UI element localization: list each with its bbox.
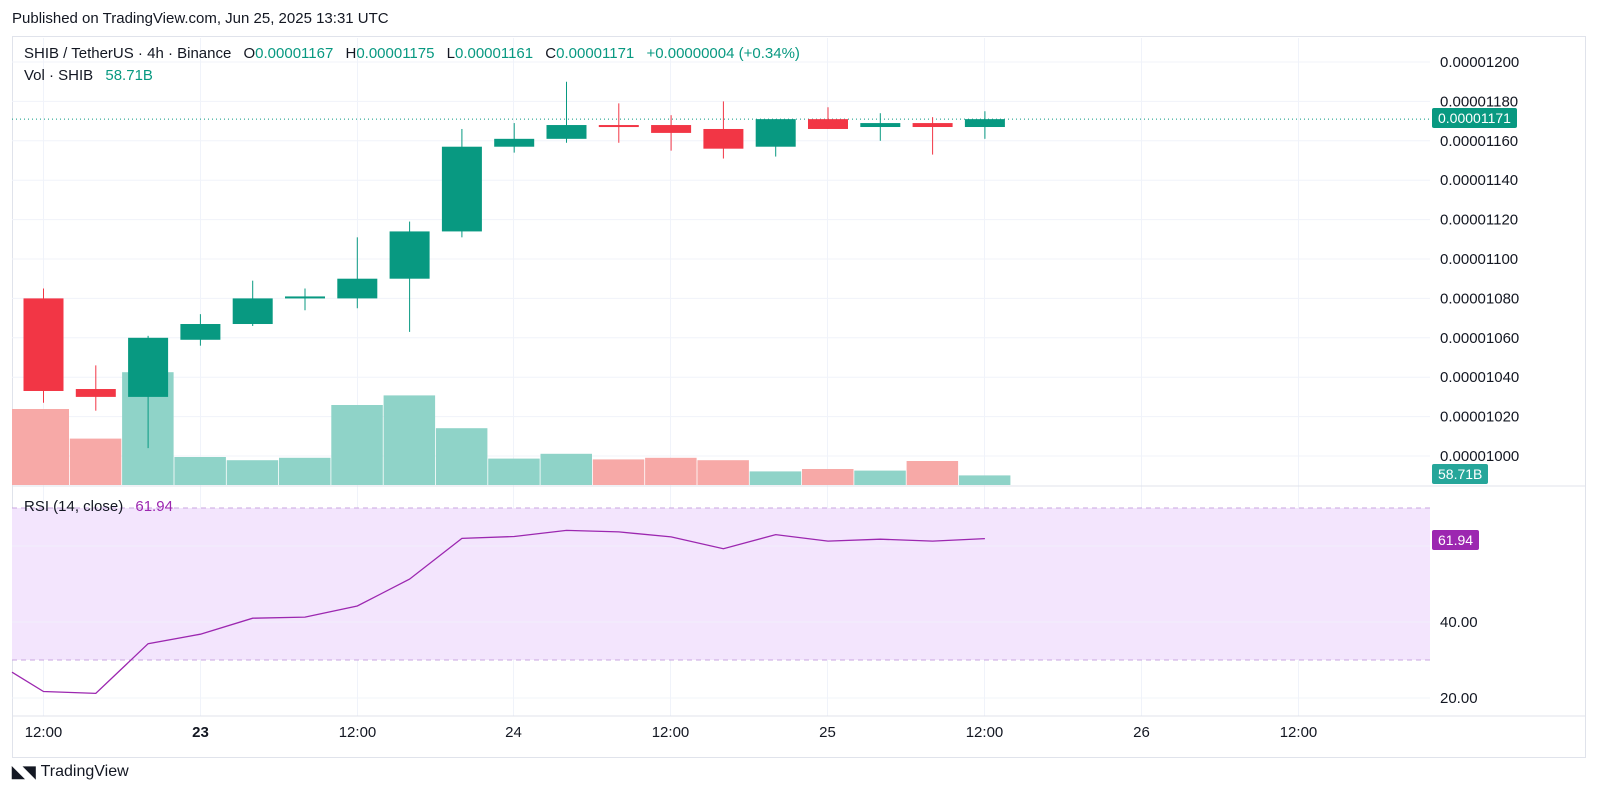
volume-bar	[331, 405, 383, 485]
high-value: 0.00001175	[356, 45, 435, 62]
price-axis-tick: 0.00001080	[1440, 290, 1519, 307]
volume-bar	[854, 470, 906, 485]
rsi-label[interactable]: RSI (14, close)	[24, 498, 124, 515]
candle-body	[651, 125, 692, 133]
candle-body	[285, 296, 325, 299]
time-axis-tick: 12:00	[339, 724, 377, 741]
price-legend: SHIB / TetherUS · 4h · Binance O0.000011…	[24, 45, 800, 62]
last-price-tag: 0.00001171	[1432, 108, 1517, 128]
price-axis-tick: 0.00001160	[1440, 133, 1518, 150]
brand-name: TradingView	[40, 763, 129, 780]
candle-body	[546, 125, 587, 139]
price-axis-tick: 0.00001020	[1440, 409, 1519, 426]
rsi-value: 61.94	[135, 498, 173, 515]
time-axis-tick: 12:00	[966, 724, 1004, 741]
price-axis-tick: 0.00001180	[1440, 93, 1518, 110]
volume-bar	[749, 471, 802, 485]
chart-frame[interactable]	[12, 36, 1586, 758]
price-axis-tick: 0.00001000	[1440, 448, 1519, 465]
candle-body	[389, 231, 430, 279]
volume-label[interactable]: Vol · SHIB	[24, 67, 94, 84]
volume-legend: Vol · SHIB 58.71B	[24, 67, 153, 84]
candle-body	[912, 123, 953, 128]
volume-bar	[802, 469, 854, 485]
volume-tag: 58.71B	[1432, 464, 1489, 484]
candle-body	[703, 128, 744, 149]
price-axis-tick: 0.00001140	[1440, 172, 1518, 189]
volume-bar	[226, 460, 279, 485]
time-axis-tick: 25	[819, 724, 836, 741]
open-value: 0.00001167	[255, 45, 334, 62]
low-label: L	[446, 45, 455, 62]
candle-body	[180, 324, 221, 340]
high-label: H	[345, 45, 357, 62]
candle-body	[860, 123, 901, 128]
volume-bar	[592, 459, 645, 485]
price-axis-tick: 0.00001120	[1440, 212, 1518, 229]
volume-bar	[435, 428, 488, 485]
volume-bar	[540, 453, 592, 485]
volume-bar	[69, 438, 122, 485]
price-axis-tick: 0.00001060	[1440, 330, 1519, 347]
candle-body	[598, 125, 639, 128]
rsi-legend: RSI (14, close) 61.94	[24, 498, 173, 515]
candle-body	[337, 278, 378, 299]
volume-bar	[906, 461, 959, 485]
time-axis-tick: 23	[192, 724, 209, 741]
tradingview-brand[interactable]: ◣◥ TradingView	[12, 762, 129, 782]
rsi-axis-tick: 20.00	[1440, 690, 1478, 707]
low-value: 0.00001161	[454, 45, 534, 62]
close-value: 0.00001171	[556, 45, 635, 62]
candle-body	[75, 389, 116, 397]
published-line: Published on TradingView.com, Jun 25, 20…	[12, 10, 389, 27]
price-axis-tick: 0.00001100	[1440, 251, 1518, 268]
candle-body	[23, 298, 64, 391]
change-value: +0.00000004 (+0.34%)	[646, 45, 800, 62]
candle-body	[232, 298, 273, 325]
candle-body	[128, 337, 169, 397]
volume-bar	[279, 457, 331, 485]
rsi-axis-tick: 40.00	[1440, 614, 1478, 631]
candle-body	[755, 119, 796, 147]
volume-bar	[488, 458, 540, 485]
tradingview-logo-icon: ◣◥	[12, 764, 36, 781]
volume-bar	[697, 460, 749, 485]
open-label: O	[243, 45, 256, 62]
volume-bar	[383, 395, 436, 485]
close-label: C	[545, 45, 557, 62]
time-axis-tick: 24	[505, 724, 522, 741]
rsi-line	[11, 529, 985, 695]
volume-bar	[958, 475, 1011, 485]
price-axis-tick: 0.00001040	[1440, 369, 1519, 386]
time-axis-tick: 26	[1133, 724, 1150, 741]
candle-body	[441, 146, 482, 232]
time-axis-tick: 12:00	[652, 724, 690, 741]
candle-body	[964, 119, 1005, 128]
rsi-tag: 61.94	[1432, 530, 1480, 550]
candle-body	[808, 119, 848, 129]
volume-bar	[174, 457, 226, 485]
candle-body	[494, 138, 535, 147]
time-axis-tick: 12:00	[25, 724, 63, 741]
time-axis-tick: 12:00	[1280, 724, 1318, 741]
volume-value: 58.71B	[105, 67, 153, 84]
volume-bar	[645, 457, 697, 485]
volume-bar	[12, 409, 69, 485]
symbol-label[interactable]: SHIB / TetherUS · 4h · Binance	[24, 45, 232, 62]
rsi-band	[12, 508, 1430, 660]
price-axis-tick: 0.00001200	[1440, 54, 1519, 71]
